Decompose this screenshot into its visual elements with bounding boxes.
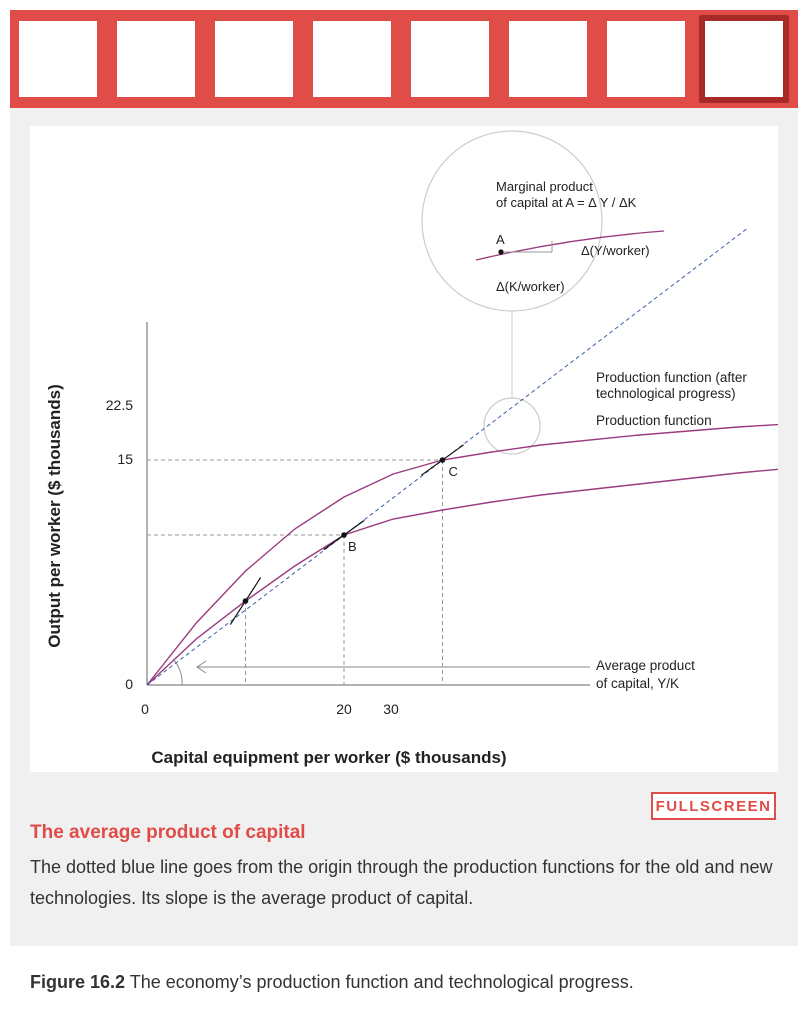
- point-label-c: C: [449, 464, 458, 479]
- figure-caption: Figure 16.2 The economy’s production fun…: [30, 972, 634, 993]
- x-axis-title: Capital equipment per worker ($ thousand…: [151, 748, 506, 767]
- new-pf-label-line2: technological progress): [596, 386, 736, 401]
- new-pf-label-line1: Production function (after: [596, 370, 747, 385]
- thumbnail-step-3[interactable]: [209, 15, 299, 103]
- inset-dy-label: Δ(Y/worker): [581, 243, 650, 258]
- inset-title-line1: Marginal product: [496, 179, 593, 194]
- inset-curve: [475, 230, 665, 261]
- magnifier-circle: [483, 397, 541, 455]
- thumbnail-strip: [10, 10, 798, 108]
- y-tick-15: 15: [117, 451, 133, 467]
- series-line-1: [146, 465, 808, 686]
- thumbnail-step-6[interactable]: [503, 15, 593, 103]
- thumbnail-step-1[interactable]: [13, 15, 103, 103]
- caption-number: Figure 16.2: [30, 972, 126, 992]
- caption-text: The economy’s production function and te…: [125, 972, 634, 992]
- step-title: The average product of capital: [30, 822, 306, 843]
- y-axis-title: Output per worker ($ thousands): [45, 384, 64, 648]
- point-label-b: B: [348, 539, 357, 554]
- thumbnail-step-5[interactable]: [405, 15, 495, 103]
- inset-point-label: A: [496, 232, 505, 247]
- y-tick-0: 0: [125, 676, 133, 692]
- angle-arc: [172, 658, 183, 686]
- x-tick-20: 20: [336, 701, 352, 717]
- chart-container: A Marginal product of capital at A = Δ Y…: [30, 126, 808, 772]
- data-point-3: [439, 457, 446, 463]
- inset-dx-label: Δ(K/worker): [496, 279, 565, 294]
- ap-label-line2: of capital, Y/K: [596, 676, 679, 691]
- inset-title-line2: of capital at A = Δ Y / ΔK: [496, 195, 637, 210]
- y-tick-22-5: 22.5: [106, 397, 133, 413]
- thumbnail-step-4[interactable]: [307, 15, 397, 103]
- x-tick-30: 30: [383, 701, 399, 717]
- series-line-2: [146, 422, 808, 686]
- ap-arrow-head: [196, 660, 207, 674]
- step-description: The dotted blue line goes from the origi…: [30, 857, 773, 908]
- ap-label-line1: Average product: [596, 658, 695, 673]
- x-tick-0: 0: [141, 701, 149, 717]
- thumbnail-step-7[interactable]: [601, 15, 691, 103]
- inset-point-a: [498, 249, 504, 255]
- fullscreen-button[interactable]: FULLSCREEN: [651, 792, 776, 820]
- data-point-1: [242, 598, 249, 604]
- data-point-2: [341, 532, 347, 538]
- thumbnail-step-8[interactable]: [699, 15, 789, 103]
- production-function-chart: A Marginal product of capital at A = Δ Y…: [45, 130, 808, 767]
- old-pf-label: Production function: [596, 413, 712, 428]
- thumbnail-step-2[interactable]: [111, 15, 201, 103]
